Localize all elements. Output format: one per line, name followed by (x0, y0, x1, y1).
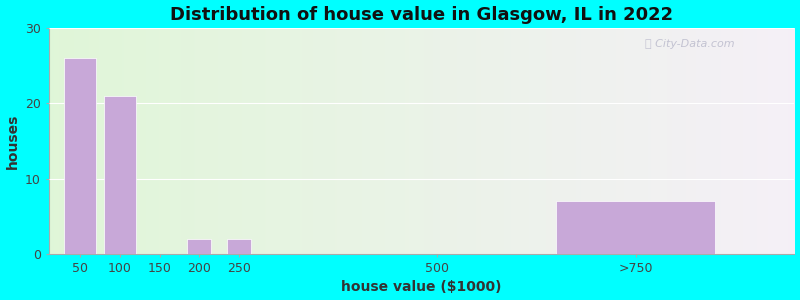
X-axis label: house value ($1000): house value ($1000) (342, 280, 502, 294)
Bar (557, 201, 715, 254)
Bar (187, 239, 211, 254)
Y-axis label: houses: houses (6, 113, 19, 169)
Title: Distribution of house value in Glasgow, IL in 2022: Distribution of house value in Glasgow, … (170, 6, 673, 24)
Bar (65, 58, 96, 254)
Bar (227, 239, 251, 254)
Text: ⓘ City-Data.com: ⓘ City-Data.com (646, 39, 735, 49)
Bar (104, 96, 136, 254)
